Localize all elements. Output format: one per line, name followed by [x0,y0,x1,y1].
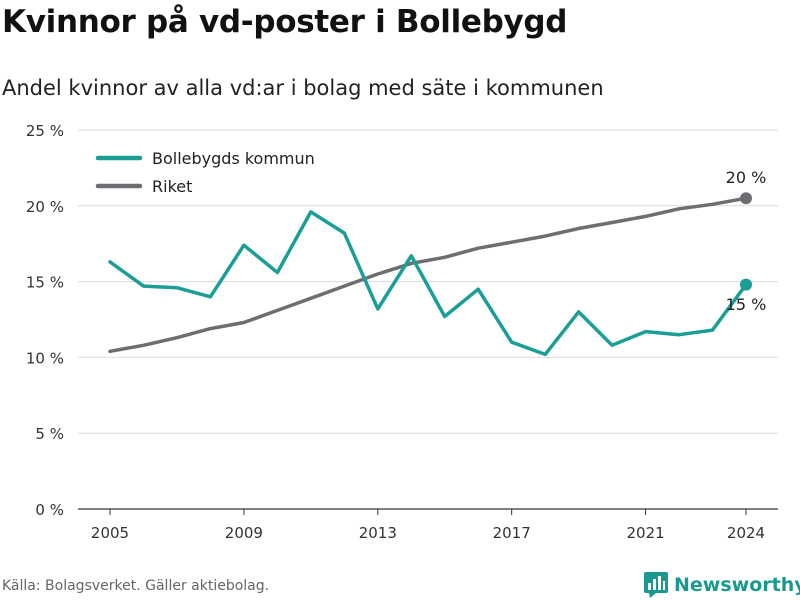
end-label: 15 % [726,295,767,314]
end-label: 20 % [726,168,767,187]
legend-label: Bollebygds kommun [152,149,315,168]
x-tick-label: 2021 [626,524,664,542]
x-tick-label: 2013 [359,524,397,542]
y-tick-label: 0 % [35,501,64,519]
brand-logo: Newsworthy [644,570,800,600]
chart-subtitle: Andel kvinnor av alla vd:ar i bolag med … [2,76,604,100]
y-tick-label: 5 % [35,425,64,443]
series-line [108,210,748,357]
series-end-point [740,278,752,291]
y-tick-label: 10 % [26,349,64,367]
source-note: Källa: Bolagsverket. Gäller aktiebolag. [2,578,270,594]
bar-chart-logo-icon [644,572,668,598]
y-tick-label: 15 % [26,274,64,292]
x-tick-label: 2005 [91,524,129,542]
chart-title: Kvinnor på vd-poster i Bollebygd [2,4,568,40]
x-tick-label: 2024 [727,524,765,542]
y-tick-label: 25 % [26,122,64,140]
x-tick-label: 2009 [225,524,263,542]
x-tick-label: 2017 [493,524,531,542]
series-end-point [740,192,752,205]
legend-label: Riket [152,177,192,196]
series-line [108,196,748,354]
y-tick-label: 20 % [26,198,64,216]
brand-name: Newsworthy [674,574,800,596]
